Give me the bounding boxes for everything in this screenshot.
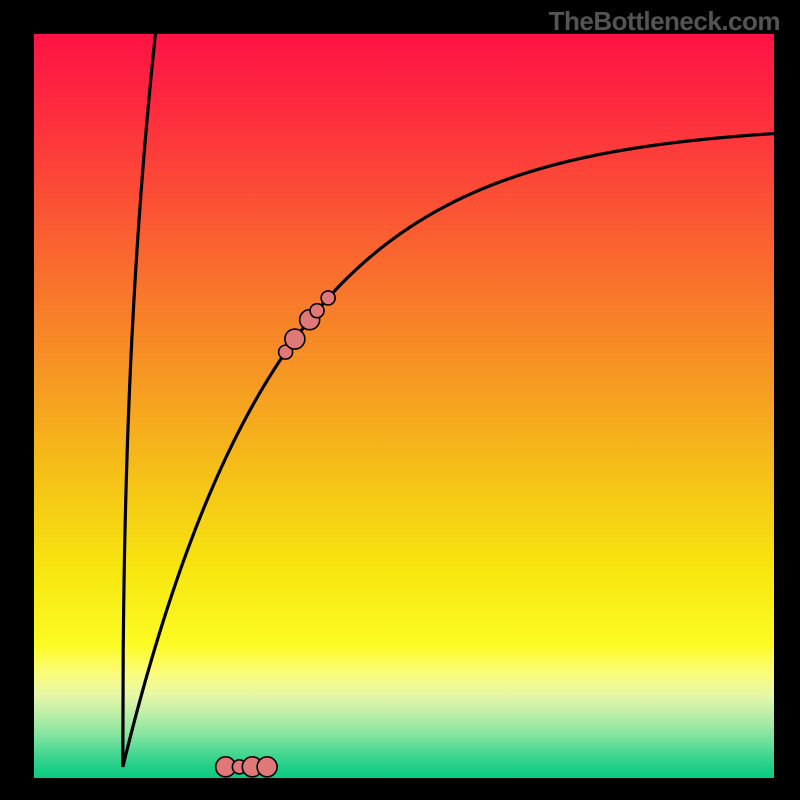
data-marker: [310, 304, 324, 318]
plot-svg: [34, 34, 774, 778]
data-marker: [285, 329, 305, 349]
data-marker: [257, 757, 277, 777]
data-marker: [321, 291, 335, 305]
watermark-text: TheBottleneck.com: [549, 6, 780, 37]
plot-area: [34, 34, 774, 778]
chart-container: TheBottleneck.com: [0, 0, 800, 800]
